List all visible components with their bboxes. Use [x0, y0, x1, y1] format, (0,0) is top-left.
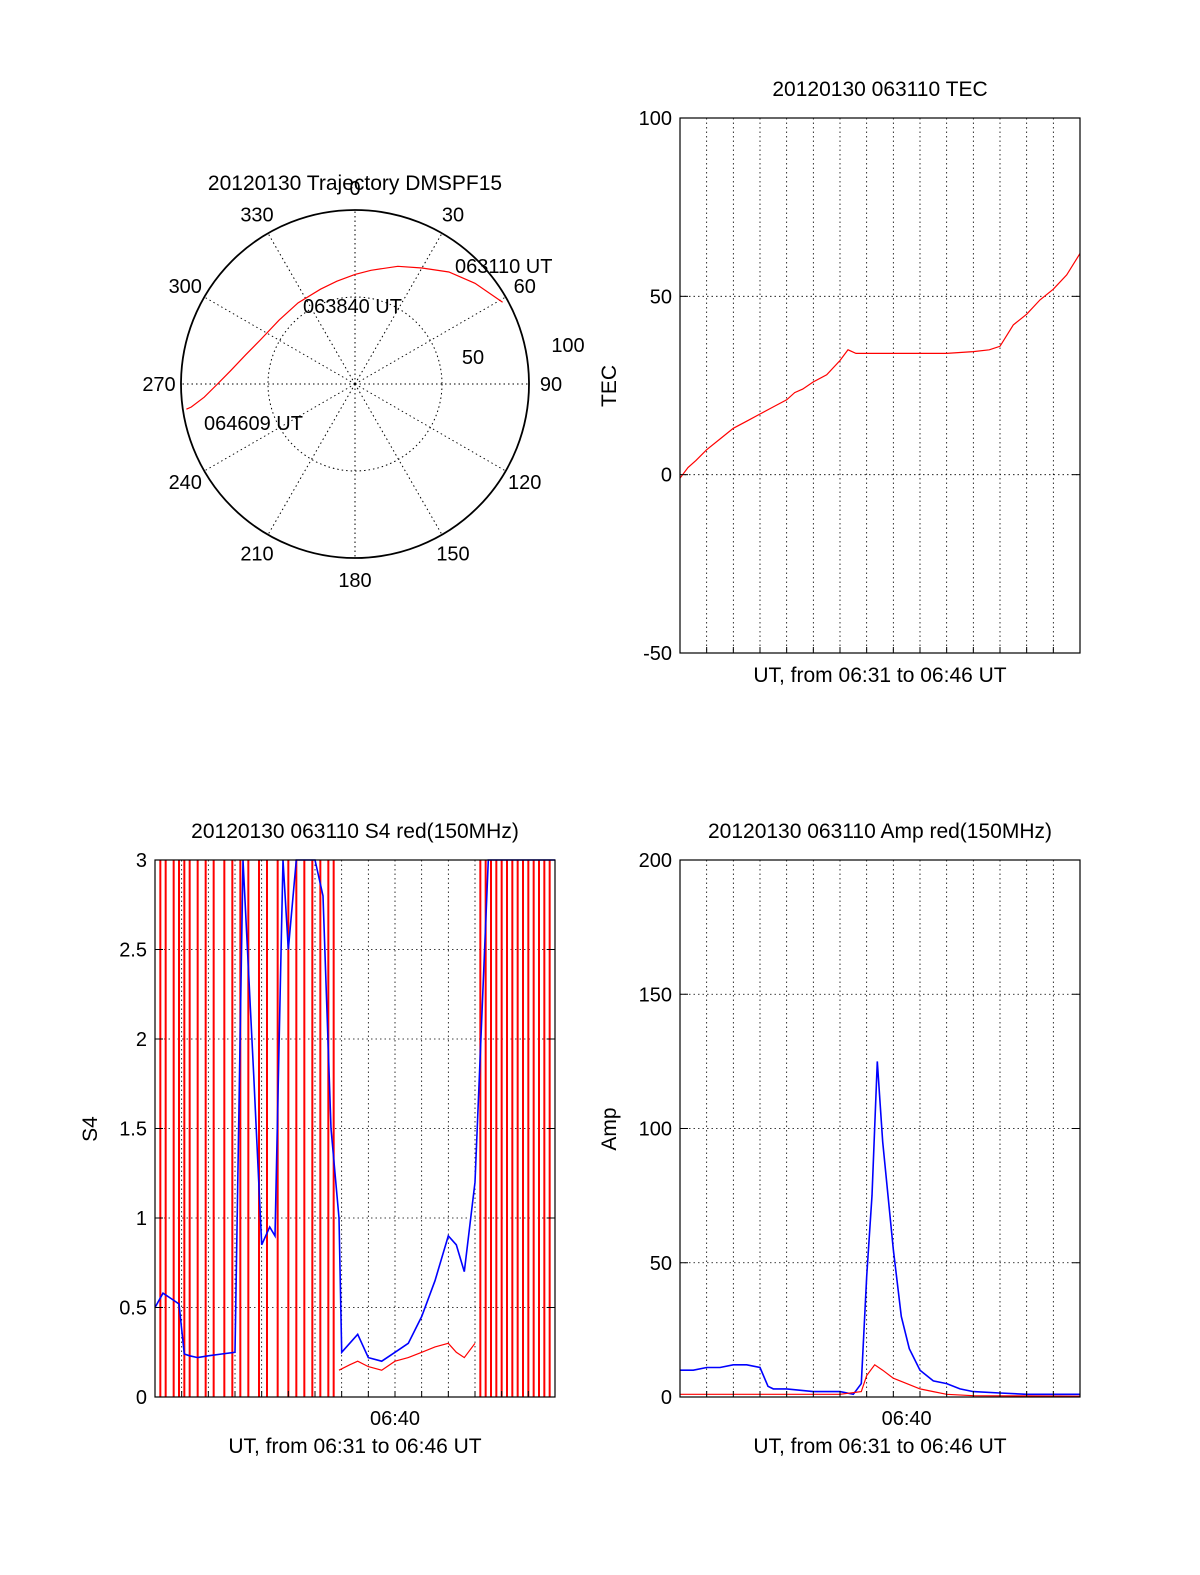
polar-angle-label: 180	[338, 570, 371, 592]
trajectory-polar-plot: 20120130 Trajectory DMSPF15 0 30 60 90 120 15…	[142, 172, 584, 592]
polar-labels: 0 30 60 90 120 150 180 210 240 270 300 330 50 100 0631…	[142, 178, 584, 592]
y-tick-label: 150	[639, 984, 672, 1006]
amp-ticks: 0 50 100 150 200 06:40	[639, 850, 1080, 1430]
red-series-line	[679, 253, 1081, 479]
tec-series	[679, 253, 1081, 479]
blue-series-line	[680, 1061, 1080, 1396]
polar-spoke	[354, 296, 506, 385]
polar-spoke	[354, 383, 443, 535]
tec-ticks: -50 0 50 100	[639, 108, 1080, 665]
polar-spoke	[204, 296, 356, 385]
x-tick-label: 06:40	[882, 1408, 932, 1430]
y-tick-label: 1	[136, 1208, 147, 1230]
y-tick-label: 0	[136, 1387, 147, 1409]
amp-panel: 20120130 063110 Amp red(150MHz) 0 50 100 15…	[598, 820, 1081, 1458]
y-tick-label: 2.5	[119, 940, 147, 962]
trajectory-time-label: 063840 UT	[303, 296, 402, 318]
polar-angle-label: 150	[436, 544, 469, 566]
amp-grid	[680, 860, 1080, 1397]
y-tick-label: 0	[661, 1387, 672, 1409]
polar-radial-label: 50	[462, 347, 484, 369]
y-tick-label: 100	[639, 108, 672, 130]
y-tick-label: 50	[650, 286, 672, 308]
trajectory-line	[186, 265, 503, 410]
amp-ylabel: Amp	[598, 1107, 621, 1150]
polar-radial-label: 100	[551, 335, 584, 357]
trajectory-time-label: 064609 UT	[204, 413, 303, 435]
trajectory-time-label: 063110 UT	[455, 256, 552, 278]
amp-series	[680, 1061, 1081, 1397]
trajectory-title: 20120130 Trajectory DMSPF15	[208, 172, 502, 195]
tec-title: 20120130 063110 TEC	[772, 78, 987, 101]
s4-ticks: 0 0.5 1 1.5 2 2.5 3 06:40	[119, 850, 555, 1430]
y-tick-label: 200	[639, 850, 672, 872]
tec-xlabel: UT, from 06:31 to 06:46 UT	[753, 664, 1006, 687]
polar-angle-label: 0	[349, 178, 360, 200]
polar-angle-label: 240	[169, 472, 202, 494]
polar-angle-label: 270	[142, 374, 175, 396]
y-tick-label: 100	[639, 1119, 672, 1141]
blue-series-line	[154, 859, 555, 1363]
s4-title: 20120130 063110 S4 red(150MHz)	[191, 820, 519, 843]
amp-xlabel: UT, from 06:31 to 06:46 UT	[753, 1435, 1006, 1458]
y-tick-label: -50	[643, 643, 672, 665]
polar-angle-label: 120	[508, 472, 541, 494]
y-tick-label: 3	[136, 850, 147, 872]
s4-grid	[155, 860, 555, 1397]
s4-ylabel: S4	[79, 1116, 102, 1142]
polar-spoke	[267, 383, 356, 535]
polar-spoke	[354, 233, 443, 385]
polar-spoke	[204, 383, 356, 472]
polar-series	[186, 265, 503, 410]
polar-angle-label: 30	[442, 204, 464, 226]
amp-title: 20120130 063110 Amp red(150MHz)	[708, 820, 1052, 843]
polar-spoke	[267, 233, 356, 385]
tec-plot-frame	[679, 117, 1081, 654]
tec-grid	[680, 118, 1080, 653]
red-series-line	[338, 1342, 476, 1371]
y-tick-label: 1.5	[119, 1119, 147, 1141]
y-tick-label: 50	[650, 1253, 672, 1275]
polar-grid	[180, 209, 530, 559]
polar-spoke	[354, 383, 506, 472]
polar-angle-label: 60	[514, 276, 536, 298]
y-tick-label: 0	[661, 465, 672, 487]
s4-panel: 20120130 063110 S4 red(150MHz) 0 0.5 1 1.5 2…	[79, 820, 556, 1458]
polar-angle-label: 90	[540, 374, 562, 396]
s4-xlabel: UT, from 06:31 to 06:46 UT	[228, 1435, 481, 1458]
polar-angle-label: 330	[240, 204, 273, 226]
polar-angle-label: 210	[240, 544, 273, 566]
y-tick-label: 2	[136, 1029, 147, 1051]
red-series-line	[680, 1363, 1081, 1397]
y-tick-label: 0.5	[119, 1298, 147, 1320]
tec-panel: 20120130 063110 TEC -50 0 50 100 UT, from 0…	[598, 78, 1081, 687]
tec-ylabel: TEC	[598, 365, 621, 407]
polar-angle-label: 300	[169, 276, 202, 298]
x-tick-label: 06:40	[370, 1408, 420, 1430]
polar-outer-ring	[180, 209, 530, 559]
